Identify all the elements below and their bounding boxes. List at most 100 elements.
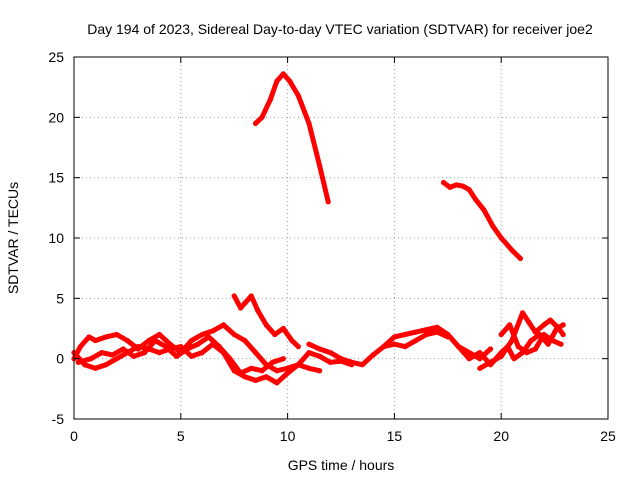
- data-point: [466, 187, 472, 193]
- data-point: [120, 346, 126, 352]
- data-point: [560, 322, 566, 328]
- data-point: [541, 331, 547, 338]
- data-point: [423, 331, 430, 338]
- data-point: [205, 334, 212, 340]
- series-line: [231, 293, 301, 350]
- data-point: [381, 344, 387, 350]
- data-point: [188, 337, 195, 344]
- data-point: [532, 329, 538, 335]
- series-line: [71, 341, 323, 386]
- data-point: [195, 341, 201, 347]
- data-point: [306, 350, 312, 356]
- data-point: [114, 331, 120, 338]
- chart-title: Day 194 of 2023, Sidereal Day-to-day VTE…: [87, 21, 593, 37]
- data-point: [306, 365, 312, 371]
- data-point: [526, 319, 532, 326]
- tick-layer: 0 5 10 15 20 25 -5 0 5 10 15 20 25: [48, 49, 616, 444]
- data-point: [280, 356, 286, 362]
- data-point: [259, 114, 265, 120]
- data-point: [152, 337, 158, 344]
- satellite-track-descending: [440, 179, 524, 262]
- satellite-track-low-c: [75, 334, 286, 376]
- data-point: [498, 235, 504, 241]
- data-point: [274, 78, 280, 84]
- data-point: [220, 322, 227, 328]
- data-point: [528, 337, 534, 344]
- data-point: [327, 350, 333, 356]
- data-point: [434, 329, 440, 335]
- data-point: [477, 350, 483, 356]
- data-point: [156, 350, 163, 356]
- satellite-track-low-b: [71, 341, 323, 386]
- satellite-track-late-c: [498, 322, 564, 356]
- data-point: [210, 328, 216, 334]
- data-point: [349, 359, 355, 365]
- data-point: [238, 305, 244, 311]
- x-axis-label: GPS time / hours: [288, 457, 395, 473]
- data-point: [141, 350, 148, 356]
- data-point: [306, 341, 312, 347]
- y-tick-label: -5: [52, 411, 65, 427]
- data-point: [103, 362, 109, 368]
- data-point: [541, 322, 547, 328]
- x-tick-label: 5: [177, 428, 185, 444]
- data-point: [295, 344, 301, 350]
- data-point: [487, 359, 494, 365]
- satellite-track-low-a: [71, 322, 355, 374]
- x-tick-label: 25: [600, 428, 616, 444]
- series-layer: [71, 71, 566, 386]
- x-tick-label: 20: [493, 428, 509, 444]
- data-point: [453, 182, 459, 188]
- data-point: [560, 331, 566, 338]
- data-point: [124, 337, 130, 344]
- data-point: [524, 350, 530, 356]
- data-point: [498, 331, 504, 338]
- data-point: [490, 223, 496, 229]
- data-point: [547, 317, 553, 323]
- data-point: [263, 374, 269, 380]
- data-point: [92, 365, 98, 371]
- data-point: [517, 255, 524, 262]
- data-point: [507, 322, 513, 328]
- data-point: [242, 337, 248, 344]
- data-point: [519, 310, 526, 316]
- data-point: [75, 359, 81, 365]
- data-point: [92, 337, 98, 344]
- data-point: [558, 341, 564, 347]
- data-point: [460, 183, 466, 189]
- data-point: [545, 341, 551, 347]
- data-point: [466, 356, 472, 362]
- x-tick-label: 15: [387, 428, 403, 444]
- data-point: [242, 374, 248, 380]
- y-tick-label: 25: [48, 49, 64, 65]
- data-point: [173, 353, 180, 359]
- data-point: [77, 344, 84, 350]
- data-point: [184, 346, 190, 352]
- satellite-track-mid-low: [231, 293, 301, 350]
- data-point: [216, 344, 222, 350]
- satellite-track-late-b: [477, 310, 566, 371]
- data-point: [274, 380, 280, 386]
- data-point: [114, 356, 120, 362]
- grid-layer: [74, 57, 608, 419]
- data-point: [445, 331, 451, 338]
- data-point: [199, 350, 205, 356]
- data-point: [188, 353, 195, 359]
- data-point: [487, 346, 494, 352]
- data-point: [447, 184, 453, 190]
- data-point: [231, 331, 237, 338]
- data-point: [338, 356, 344, 362]
- data-point: [317, 346, 323, 352]
- data-point: [402, 331, 408, 338]
- data-point: [199, 331, 205, 338]
- data-point: [109, 352, 116, 358]
- data-point: [477, 365, 483, 371]
- data-point: [167, 341, 173, 347]
- data-point: [285, 370, 291, 376]
- data-point: [231, 293, 237, 299]
- data-point: [295, 93, 301, 99]
- data-point: [227, 356, 233, 362]
- y-tick-label: 20: [48, 109, 64, 125]
- data-point: [498, 353, 504, 359]
